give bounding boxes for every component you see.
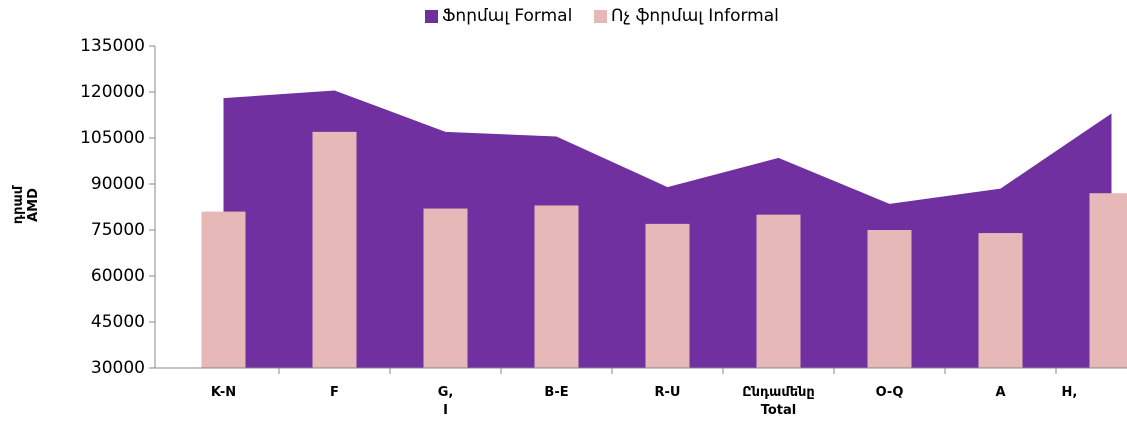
- x-tick-label: H, J: [1061, 385, 1127, 400]
- bar: [978, 233, 1023, 368]
- y-tick-label: 30000: [91, 358, 145, 378]
- bar: [645, 223, 690, 368]
- x-tick-label: F: [330, 385, 339, 400]
- bar: [312, 131, 357, 368]
- bar: [867, 230, 912, 368]
- legend-label: Ոչ ֆորմալ Informal: [611, 6, 779, 26]
- x-tick-label: R-U: [654, 385, 681, 400]
- bar: [201, 211, 246, 368]
- x-tick-label: G, I: [437, 385, 454, 418]
- y-tick-label: 135000: [80, 36, 145, 56]
- legend-swatch: [425, 9, 438, 23]
- legend-label: Ֆորմալ Formal: [442, 6, 573, 26]
- y-axis-label: դրամ AMD: [11, 185, 41, 225]
- bar: [423, 208, 468, 368]
- y-tick-label: 105000: [80, 128, 145, 148]
- y-tick-label: 75000: [91, 220, 145, 240]
- x-tick-label: K-N: [210, 385, 237, 400]
- x-tick-label: Ընդամենը Total: [742, 385, 815, 418]
- x-tick-label: B-E: [544, 385, 569, 400]
- bar: [534, 205, 579, 368]
- x-tick-label: A: [995, 385, 1006, 400]
- y-tick-label: 45000: [91, 312, 145, 332]
- y-tick-label: 90000: [91, 174, 145, 194]
- bar: [756, 214, 801, 368]
- bar: [1089, 193, 1127, 368]
- y-tick-label: 60000: [91, 266, 145, 286]
- y-tick-label: 120000: [80, 82, 145, 102]
- legend-item: Ֆորմալ Formal: [425, 6, 572, 26]
- legend-item: Ոչ ֆորմալ Informal: [594, 6, 779, 26]
- x-tick-label: O-Q: [875, 385, 904, 400]
- legend-swatch: [594, 9, 607, 23]
